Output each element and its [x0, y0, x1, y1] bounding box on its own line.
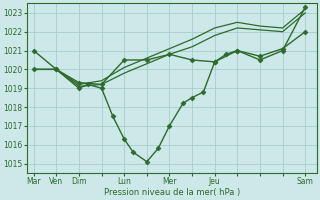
X-axis label: Pression niveau de la mer( hPa ): Pression niveau de la mer( hPa ) — [104, 188, 240, 197]
